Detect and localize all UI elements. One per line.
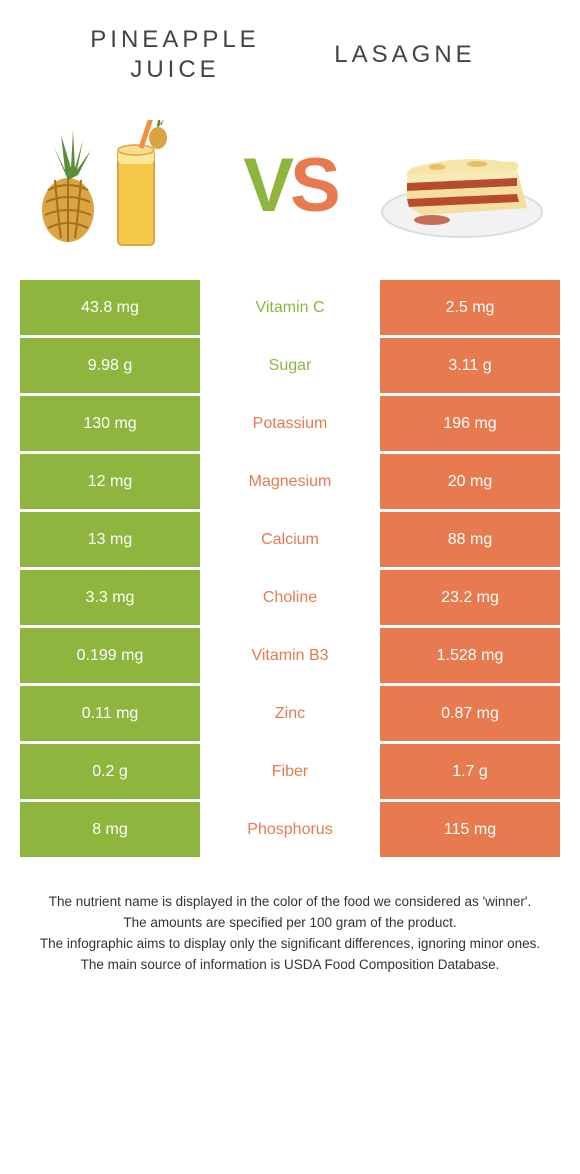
title-left: PINEAPPLE JUICE — [60, 25, 290, 85]
cell-right-value: 2.5 mg — [380, 280, 560, 335]
cell-nutrient-label: Potassium — [200, 396, 380, 451]
nutrient-table: 43.8 mgVitamin C2.5 mg9.98 gSugar3.11 g1… — [20, 280, 560, 857]
table-row: 8 mgPhosphorus115 mg — [20, 802, 560, 857]
header: PINEAPPLE JUICE LASAGNE — [0, 0, 580, 100]
cell-right-value: 3.11 g — [380, 338, 560, 393]
cell-right-value: 23.2 mg — [380, 570, 560, 625]
footer-line2: The amounts are specified per 100 gram o… — [30, 913, 550, 934]
cell-nutrient-label: Fiber — [200, 744, 380, 799]
cell-nutrient-label: Zinc — [200, 686, 380, 741]
lasagne-image — [367, 120, 547, 250]
cell-left-value: 0.2 g — [20, 744, 200, 799]
cell-right-value: 1.7 g — [380, 744, 560, 799]
cell-left-value: 9.98 g — [20, 338, 200, 393]
footer-notes: The nutrient name is displayed in the co… — [30, 892, 550, 976]
footer-line4: The main source of information is USDA F… — [30, 955, 550, 976]
cell-nutrient-label: Calcium — [200, 512, 380, 567]
cell-nutrient-label: Phosphorus — [200, 802, 380, 857]
title-left-line2: JUICE — [130, 56, 219, 83]
table-row: 12 mgMagnesium20 mg — [20, 454, 560, 509]
cell-left-value: 13 mg — [20, 512, 200, 567]
cell-left-value: 3.3 mg — [20, 570, 200, 625]
table-row: 43.8 mgVitamin C2.5 mg — [20, 280, 560, 335]
cell-right-value: 0.87 mg — [380, 686, 560, 741]
footer-line1: The nutrient name is displayed in the co… — [30, 892, 550, 913]
cell-right-value: 196 mg — [380, 396, 560, 451]
vs-s: S — [290, 143, 337, 228]
cell-left-value: 43.8 mg — [20, 280, 200, 335]
cell-right-value: 20 mg — [380, 454, 560, 509]
table-row: 0.199 mgVitamin B31.528 mg — [20, 628, 560, 683]
cell-right-value: 88 mg — [380, 512, 560, 567]
title-left-line1: PINEAPPLE — [90, 26, 259, 53]
table-row: 13 mgCalcium88 mg — [20, 512, 560, 567]
cell-left-value: 12 mg — [20, 454, 200, 509]
cell-left-value: 0.199 mg — [20, 628, 200, 683]
pineapple-juice-image — [33, 120, 213, 250]
hero: VS — [0, 100, 580, 280]
cell-left-value: 8 mg — [20, 802, 200, 857]
table-row: 0.2 gFiber1.7 g — [20, 744, 560, 799]
cell-left-value: 130 mg — [20, 396, 200, 451]
table-row: 130 mgPotassium196 mg — [20, 396, 560, 451]
cell-nutrient-label: Sugar — [200, 338, 380, 393]
vs-v: V — [243, 143, 290, 228]
cell-nutrient-label: Magnesium — [200, 454, 380, 509]
cell-nutrient-label: Vitamin B3 — [200, 628, 380, 683]
vs-label: VS — [243, 142, 336, 229]
table-row: 3.3 mgCholine23.2 mg — [20, 570, 560, 625]
cell-left-value: 0.11 mg — [20, 686, 200, 741]
footer-line3: The infographic aims to display only the… — [30, 934, 550, 955]
cell-nutrient-label: Vitamin C — [200, 280, 380, 335]
table-row: 9.98 gSugar3.11 g — [20, 338, 560, 393]
cell-right-value: 115 mg — [380, 802, 560, 857]
table-row: 0.11 mgZinc0.87 mg — [20, 686, 560, 741]
cell-nutrient-label: Choline — [200, 570, 380, 625]
cell-right-value: 1.528 mg — [380, 628, 560, 683]
title-right: LASAGNE — [290, 40, 520, 70]
